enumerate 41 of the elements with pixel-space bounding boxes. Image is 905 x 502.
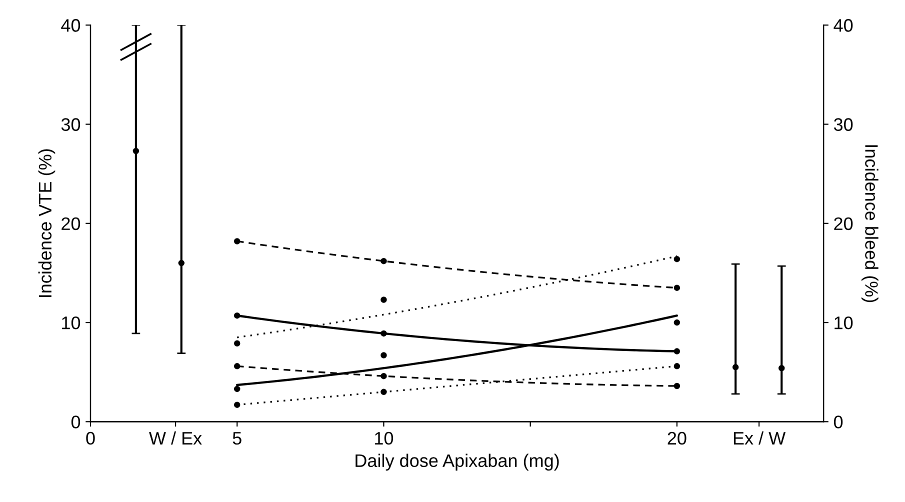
x-tick-label: 10 xyxy=(375,432,394,445)
point xyxy=(234,402,240,408)
x-axis-title: Daily dose Apixaban (mg) xyxy=(356,454,559,471)
y-tick-label: 20 xyxy=(62,217,80,230)
x-tick-label: 20 xyxy=(668,432,686,445)
y-axis-title: Incidence VTE (%) xyxy=(38,149,56,297)
y2-axis-title: Incidence bleed (%) xyxy=(862,145,878,302)
y2-tick-label: 20 xyxy=(834,217,853,230)
y-tick-label: 30 xyxy=(61,118,80,131)
point xyxy=(674,363,680,370)
y2-tick-label: 30 xyxy=(834,118,853,131)
x-tick-label: W / Ex xyxy=(149,431,202,445)
point xyxy=(674,348,680,354)
point xyxy=(674,284,680,291)
x-tick-label: Ex / W xyxy=(734,431,786,445)
y2-tick-label: 0 xyxy=(834,416,843,428)
point xyxy=(778,365,785,372)
y-tick-label: 10 xyxy=(62,316,80,330)
y-tick-label: 40 xyxy=(61,19,80,32)
point xyxy=(674,256,680,262)
x-tick-label: 5 xyxy=(232,432,242,445)
point xyxy=(178,260,185,266)
x-tick-label: 0 xyxy=(86,432,95,445)
point xyxy=(380,258,387,264)
point xyxy=(674,382,680,390)
point xyxy=(132,148,140,154)
point xyxy=(234,312,240,319)
y2-tick-label: 10 xyxy=(834,316,853,330)
point xyxy=(380,330,387,337)
point xyxy=(234,238,240,244)
point xyxy=(234,340,240,346)
point xyxy=(234,386,240,392)
y-tick-label: 0 xyxy=(71,416,80,428)
y2-tick-label: 40 xyxy=(834,19,853,32)
point xyxy=(380,372,387,380)
point xyxy=(380,388,387,396)
point xyxy=(234,363,240,370)
point xyxy=(674,319,680,326)
point xyxy=(380,296,387,303)
point xyxy=(380,352,387,358)
point xyxy=(732,364,739,370)
